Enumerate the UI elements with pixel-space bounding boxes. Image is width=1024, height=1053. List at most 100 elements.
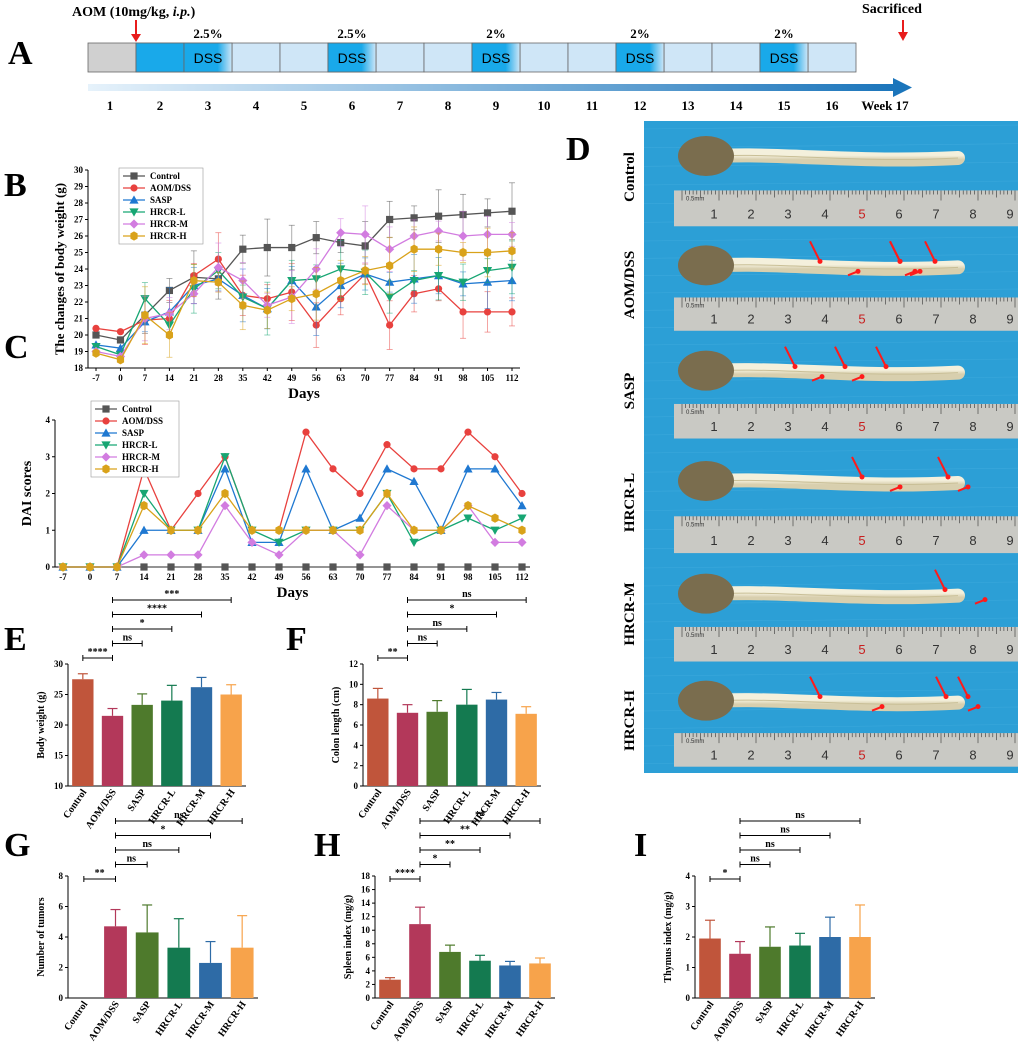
- data-point: [337, 275, 345, 286]
- bar-control: [379, 979, 401, 998]
- timeline-week-cell-5: [279, 42, 329, 73]
- ruler-number: 2: [747, 533, 754, 548]
- data-point: [190, 275, 198, 286]
- series-hrcr-h: [59, 488, 526, 572]
- panel-label-c: C: [4, 329, 29, 366]
- data-point: [483, 247, 492, 258]
- data-point: [434, 244, 443, 254]
- week-label-17: Week 17: [861, 98, 909, 113]
- ruler-number: 5: [858, 642, 865, 657]
- data-point: [329, 525, 337, 535]
- data-point: [220, 464, 230, 473]
- ruler-number: 4: [821, 206, 828, 221]
- tumor-arrow-head: [897, 484, 903, 490]
- y-tick-label: 6: [366, 952, 371, 962]
- data-point: [275, 563, 283, 571]
- dss-block-label-3: DSS: [626, 50, 655, 66]
- ruler: [674, 297, 1018, 331]
- data-point: [247, 537, 257, 547]
- ruler-number: 7: [932, 311, 939, 326]
- y-tick-label: 4: [354, 740, 359, 750]
- data-point: [116, 336, 125, 344]
- timeline-week-cell-14: [711, 42, 761, 73]
- data-point: [355, 550, 365, 560]
- significance-label: ns: [418, 633, 428, 644]
- data-point: [517, 501, 527, 510]
- photo-texture: [643, 671, 1019, 677]
- bar-hrcr-l: [456, 704, 478, 786]
- data-point: [518, 563, 526, 571]
- ruler-number: 3: [784, 642, 791, 657]
- x-tick-label: -7: [59, 572, 67, 582]
- y-tick-label: 4: [686, 871, 691, 881]
- ruler-number: 5: [858, 419, 865, 434]
- ruler: [674, 626, 1018, 662]
- x-tick-label: 14: [165, 373, 175, 383]
- bar-control: [367, 698, 389, 786]
- significance-label: **: [95, 868, 105, 879]
- ruler-number: 6: [895, 533, 902, 548]
- data-point: [491, 563, 499, 571]
- data-point: [490, 537, 500, 547]
- week-label-10: 10: [538, 98, 551, 113]
- data-point: [490, 526, 500, 535]
- y-tick-label: 21: [74, 314, 84, 324]
- ruler-number: 7: [932, 747, 939, 762]
- data-point: [329, 563, 337, 571]
- y-tick-label: 6: [59, 902, 64, 912]
- ruler-number: 4: [821, 311, 828, 326]
- data-point: [193, 550, 203, 560]
- series-line: [63, 454, 523, 568]
- legend-label: AOM/DSS: [122, 416, 163, 426]
- tumor-arrow-head: [965, 484, 971, 490]
- bar-sasp: [439, 951, 461, 998]
- data-point: [302, 428, 310, 436]
- y-axis-title: Number of tumors: [36, 897, 47, 976]
- series-line: [63, 430, 523, 568]
- significance-label: *: [433, 854, 438, 865]
- x-tick-label: 91: [434, 373, 444, 383]
- legend-swatch-marker: [102, 417, 110, 425]
- photo-texture: [643, 288, 1019, 294]
- data-point: [491, 453, 499, 461]
- tumor-arrow-head: [817, 258, 823, 264]
- y-tick-label: 27: [74, 215, 84, 225]
- data-point: [410, 244, 418, 254]
- timeline-week-cell-16: [807, 42, 857, 73]
- ruler-number: 4: [821, 747, 828, 762]
- panel-label-b: B: [4, 167, 27, 204]
- y-tick-label: 0: [354, 781, 359, 791]
- significance-label: ns: [127, 854, 137, 865]
- y-tick-label: 2: [686, 932, 691, 942]
- tumor-arrow-head: [817, 694, 823, 700]
- ruler-number: 8: [969, 206, 976, 221]
- data-point: [288, 294, 296, 304]
- data-point: [382, 464, 392, 473]
- tumor-arrow-head: [842, 364, 848, 370]
- dss-concentration-1: 2.5%: [337, 26, 366, 41]
- y-tick-label: 12: [361, 912, 371, 922]
- tumor-arrow: [809, 676, 821, 698]
- photo-row-hrcr-h: 0.5mm 1 2 3 4 5 6 7 8 9: [643, 668, 1019, 773]
- y-tick-label: 26: [74, 231, 84, 241]
- x-tick-label: Control: [368, 999, 396, 1033]
- y-axis-title: Thymus index (mg/g): [663, 891, 674, 982]
- x-tick-label: 63: [329, 572, 339, 582]
- timeline-panel: AOM (10mg/kg, i.p.) Sacrificed DSS 2.5% DS…: [72, 2, 922, 113]
- y-tick-label: 18: [361, 871, 371, 881]
- ruler-unit: 0.5mm: [686, 739, 704, 745]
- data-point: [336, 228, 346, 238]
- photo-row-hrcr-m: 0.5mm 1 2 3 4 5 6 7 8 9: [643, 560, 1019, 668]
- data-point: [239, 245, 247, 253]
- photo-texture: [643, 563, 1019, 569]
- bar-sasp: [426, 711, 448, 786]
- significance-label: ***: [164, 589, 179, 600]
- tumor-arrow-head: [965, 694, 971, 700]
- ruler-number: 7: [932, 206, 939, 221]
- data-point: [356, 489, 364, 498]
- x-tick-label: 35: [238, 373, 248, 383]
- cecum-tissue: [678, 245, 734, 286]
- ruler-number: 3: [784, 419, 791, 434]
- significance-label: ****: [147, 604, 167, 615]
- photo-row-control: 0.5mm 1 2 3 4 5 6 7 8 9: [643, 121, 1019, 233]
